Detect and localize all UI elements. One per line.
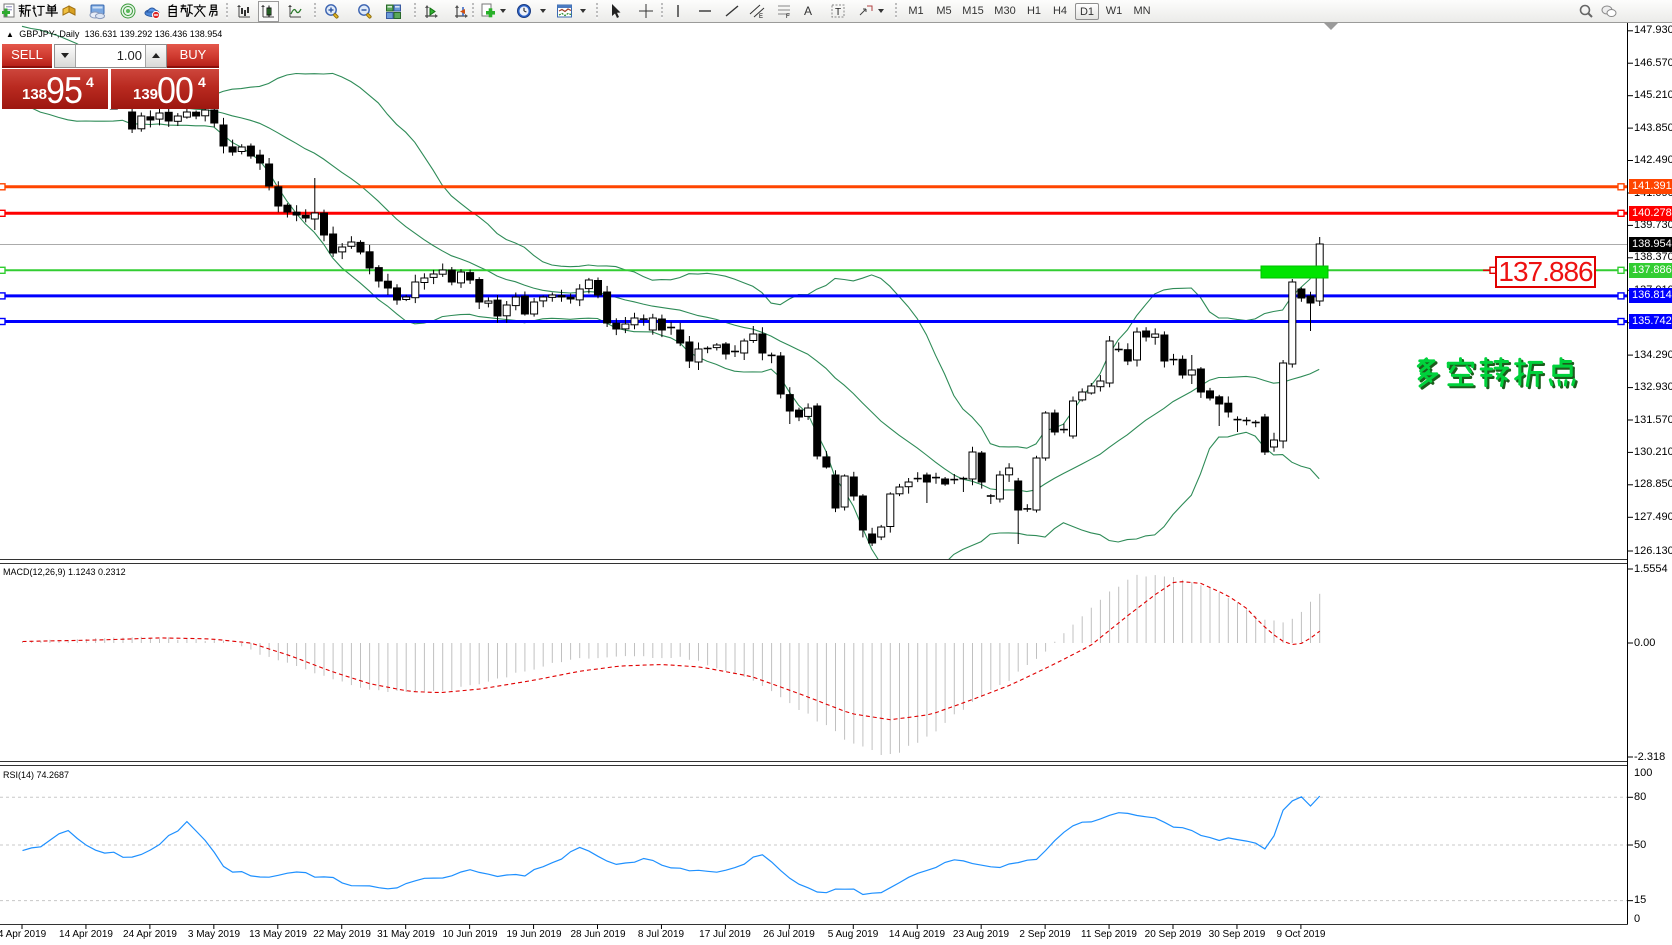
svg-text:E: E xyxy=(759,14,763,20)
svg-text:F: F xyxy=(786,14,790,20)
svg-text:T: T xyxy=(835,7,841,18)
